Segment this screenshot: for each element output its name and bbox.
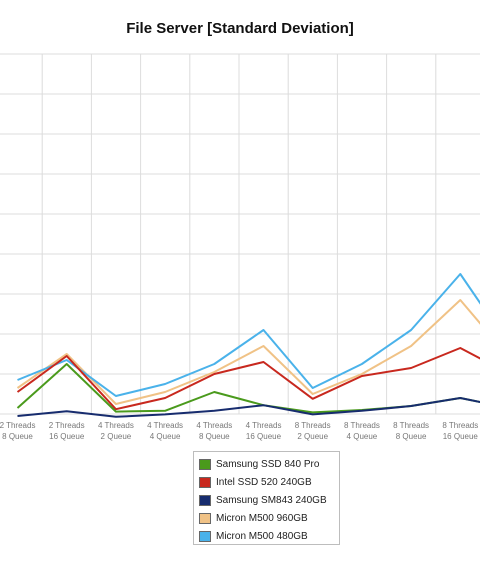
x-tick-label: 4 Threads 16 Queue (246, 421, 282, 441)
x-tick-label: 8 Threads 8 Queue (393, 421, 429, 441)
x-tick-label: 8 Threads 4 Queue (344, 421, 380, 441)
legend-swatch (199, 512, 211, 524)
series-lines (16, 273, 480, 418)
x-tick-label: 4 Threads 2 Queue (98, 421, 134, 441)
legend-item: Micron M500 960GB (199, 509, 339, 527)
x-tick-label: 4 Threads 4 Queue (147, 421, 183, 441)
x-tick-label: 2 Threads 8 Queue (0, 421, 35, 441)
legend-swatch (199, 494, 211, 506)
series-line-1 (16, 347, 480, 411)
x-tick-label: 8 Threads 16 Queue (442, 421, 478, 441)
legend-swatch (199, 530, 211, 542)
legend-swatch (199, 476, 211, 488)
legend-label: Micron M500 480GB (216, 530, 308, 542)
legend-label: Samsung SSD 840 Pro (216, 458, 320, 470)
legend-swatch (199, 458, 211, 470)
legend-label: Micron M500 960GB (216, 512, 308, 524)
x-tick-label: 4 Threads 8 Queue (196, 421, 232, 441)
gridlines (0, 53, 480, 415)
legend-label: Intel SSD 520 240GB (216, 476, 312, 488)
series-line-3 (16, 299, 480, 405)
legend-item: Samsung SSD 840 Pro (199, 455, 339, 473)
legend-label: Samsung SM843 240GB (216, 494, 327, 506)
x-tick-labels: 2 Threads 8 Queue 2 Threads 16 Queue 4 Threa… (0, 421, 478, 441)
legend-item: Micron M500 480GB (199, 527, 339, 545)
legend-item: Samsung SM843 240GB (199, 491, 339, 509)
series-line-2 (17, 397, 480, 418)
legend-item: Intel SSD 520 240GB (199, 473, 339, 491)
chart-title: File Server [Standard Deviation] (126, 20, 354, 37)
series-line-4 (17, 273, 480, 397)
x-tick-label: 8 Threads 2 Queue (295, 421, 331, 441)
legend: Samsung SSD 840 Pro Intel SSD 520 240GB Sa… (193, 451, 340, 545)
x-tick-label: 2 Threads 16 Queue (49, 421, 85, 441)
